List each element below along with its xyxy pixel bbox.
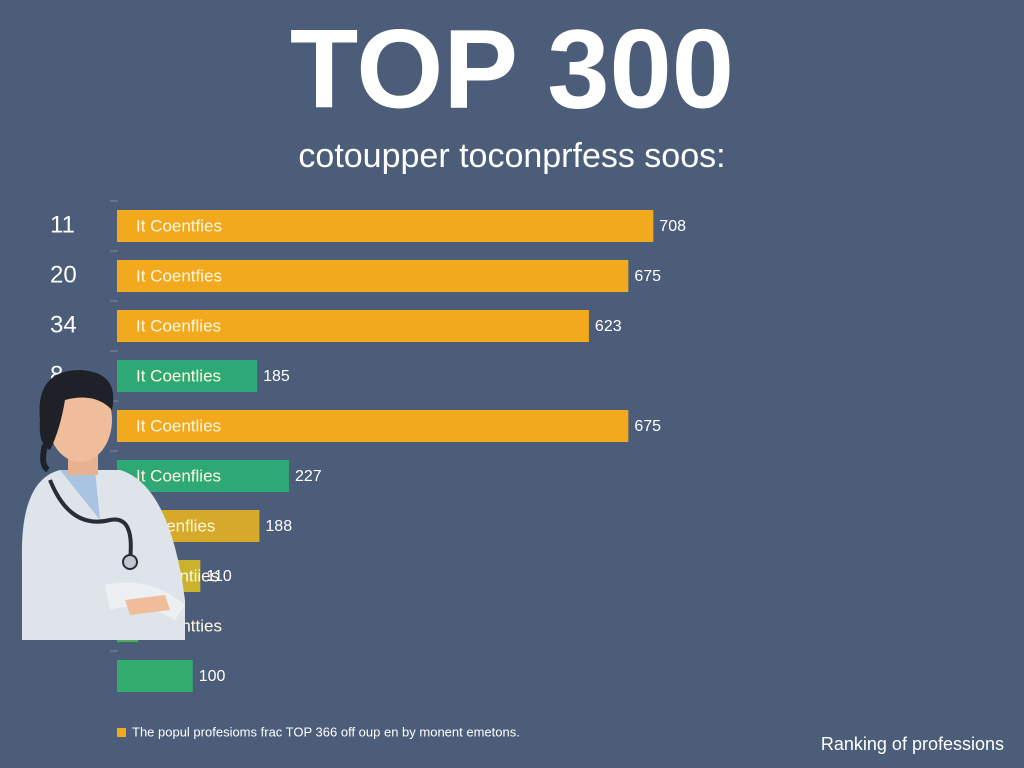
category-label: It Coentlies: [136, 366, 221, 385]
bar: [117, 260, 629, 292]
value-label: 708: [659, 218, 686, 235]
value-label: 675: [634, 268, 661, 285]
chart-title: TOP 300: [290, 7, 734, 132]
doctor-illustration: [21, 370, 186, 640]
bars: 708 It Coentfies 11 675 It Coentfies 20 623 It …: [50, 200, 686, 692]
value-label: 100: [199, 668, 226, 685]
rank-label: 11: [50, 211, 75, 238]
chart-subtitle: cotoupper toconprfess soos:: [298, 137, 725, 175]
value-label: 188: [265, 518, 292, 535]
bar: [117, 310, 589, 342]
bar: [117, 410, 629, 442]
category-label: It Coentlies: [136, 416, 221, 435]
bar: [117, 360, 258, 392]
value-label: 110: [206, 568, 232, 585]
value-label: 185: [263, 368, 290, 385]
category-label: It Coentfies: [136, 216, 222, 235]
bar: [117, 210, 654, 242]
rank-label: 34: [50, 311, 77, 338]
category-label: It Coentfies: [136, 266, 222, 285]
bar: [117, 460, 289, 492]
category-label: It Coenflies: [136, 316, 221, 335]
rank-label: 20: [50, 261, 77, 288]
value-label: 675: [634, 418, 661, 435]
footnote: The popul profesioms frac TOP 366 off ou…: [132, 724, 520, 739]
value-label: 623: [595, 318, 622, 335]
footnote-swatch: [117, 728, 126, 737]
category-label: It Coenflies: [136, 466, 221, 485]
value-label: 227: [295, 468, 322, 485]
corner-label: Ranking of professions: [821, 734, 1004, 754]
bar: [117, 660, 193, 692]
